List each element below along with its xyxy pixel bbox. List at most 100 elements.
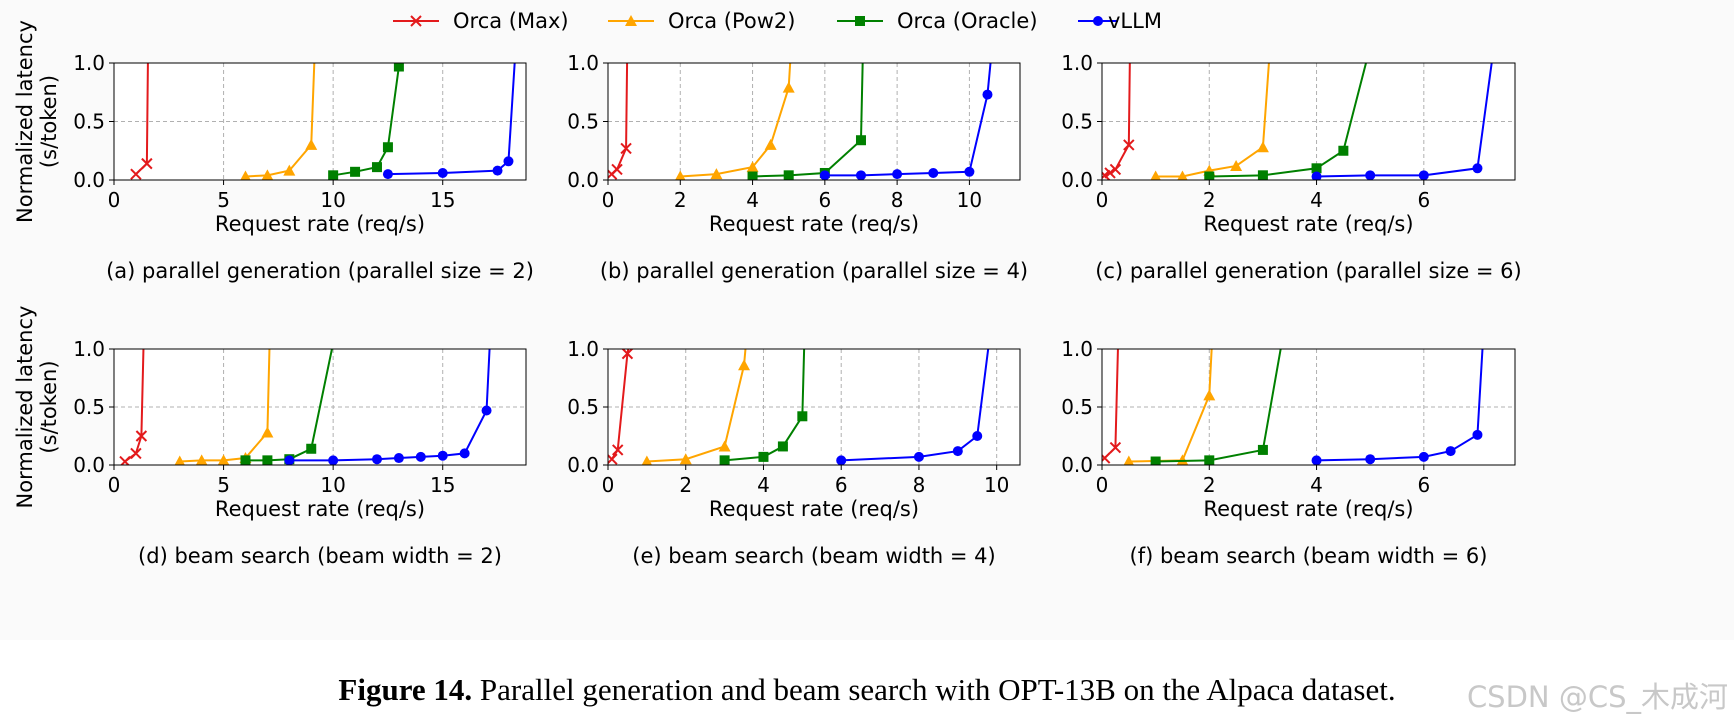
legend: Orca (Max) Orca (Pow2) Orca (Oracle) vLLM <box>393 9 1162 33</box>
plot-frame <box>113 348 527 466</box>
x-tick-label: 2 <box>1203 473 1216 497</box>
data-point <box>1311 163 1322 174</box>
data-point <box>782 81 795 93</box>
data-point <box>1418 170 1429 180</box>
data-point <box>174 455 185 465</box>
series-orca-max <box>608 349 634 465</box>
data-point <box>641 455 653 465</box>
series-orca-max <box>1102 63 1135 180</box>
data-point <box>855 135 866 146</box>
data-point <box>1204 171 1215 180</box>
subplot-caption: (b) parallel generation (parallel size =… <box>600 259 1028 283</box>
legend-item: Orca (Oracle) <box>837 9 1038 33</box>
y-tick-label: 1.0 <box>567 51 599 75</box>
series-orca-pow2 <box>641 349 751 465</box>
series-line <box>611 349 630 460</box>
subplot-caption: (a) parallel generation (parallel size =… <box>106 259 534 283</box>
x-tick-label: 8 <box>891 188 904 212</box>
data-point <box>481 405 492 416</box>
data-point <box>141 157 153 170</box>
y-tick-label: 1.0 <box>73 51 105 75</box>
x-tick-label: 4 <box>1310 473 1323 497</box>
series-orca-max <box>130 63 153 180</box>
legend-marker <box>410 15 422 27</box>
data-point <box>1257 444 1268 455</box>
y-tick-label: 0.5 <box>73 110 105 134</box>
data-point <box>1150 456 1161 465</box>
x-tick-label: 4 <box>757 473 770 497</box>
series-orca-pow2 <box>675 63 795 180</box>
y-tick-label: 0.5 <box>1061 395 1093 419</box>
data-point <box>1472 429 1483 440</box>
data-point <box>328 455 339 465</box>
series-orca-max <box>1102 349 1122 464</box>
x-axis-label: Request rate (req/s) <box>215 212 425 236</box>
data-point <box>382 142 393 153</box>
data-point <box>819 170 830 180</box>
data-point <box>1418 451 1429 462</box>
data-point <box>459 448 470 459</box>
data-point <box>1109 441 1122 454</box>
data-point <box>1445 446 1456 457</box>
data-point <box>130 168 142 180</box>
plot-frame <box>113 62 527 181</box>
y-tick-label: 0.0 <box>73 168 105 192</box>
y-tick-label: 0.0 <box>73 453 105 477</box>
x-tick-label: 2 <box>1203 188 1216 212</box>
data-point <box>371 162 382 173</box>
data-point <box>621 349 634 360</box>
series-vllm <box>1311 63 1493 180</box>
data-point <box>1256 141 1269 153</box>
x-axis-label: Request rate (req/s) <box>709 212 919 236</box>
legend-item: Orca (Pow2) <box>608 9 795 33</box>
y-tick-label: 0.0 <box>567 453 599 477</box>
y-axis-label: (s/token) <box>37 360 61 453</box>
data-point <box>758 451 769 462</box>
data-point <box>305 138 318 150</box>
x-tick-label: 15 <box>430 188 455 212</box>
data-point <box>1311 171 1322 180</box>
x-tick-label: 0 <box>602 473 615 497</box>
data-point <box>738 359 751 371</box>
series-orca-oracle <box>719 349 808 465</box>
series-line <box>179 349 271 463</box>
data-point <box>1204 455 1215 465</box>
data-point <box>719 455 730 465</box>
x-axis-label: Request rate (req/s) <box>709 497 919 521</box>
data-point <box>797 411 808 422</box>
data-point <box>130 447 142 460</box>
data-point <box>437 167 448 178</box>
x-tick-label: 6 <box>835 473 848 497</box>
legend-marker <box>625 15 637 26</box>
y-axis-label: (s/token) <box>37 75 61 168</box>
chart-panel: 0 5 10 15 0.0 0.5 1.0 Request rate (req/s) Norma… <box>13 20 534 283</box>
data-point <box>747 171 758 180</box>
data-point <box>217 454 230 465</box>
data-point <box>382 169 393 180</box>
chart-panels: 0 5 10 15 0.0 0.5 1.0 Request rate (req/s) Norma… <box>13 20 1522 568</box>
y-tick-label: 0.0 <box>1061 168 1093 192</box>
x-tick-label: 5 <box>217 473 230 497</box>
x-tick-label: 2 <box>679 473 692 497</box>
caption-text: Parallel generation and beam search with… <box>472 672 1396 707</box>
legend-label: vLLM <box>1108 9 1162 33</box>
legend-label: Orca (Max) <box>453 9 569 33</box>
data-point <box>764 138 777 150</box>
x-tick-label: 10 <box>320 188 345 212</box>
subplot-caption: (f) beam search (beam width = 6) <box>1130 544 1488 568</box>
data-point <box>283 164 296 176</box>
y-tick-label: 0.5 <box>1061 110 1093 134</box>
legend-label: Orca (Oracle) <box>897 9 1038 33</box>
x-axis-label: Request rate (req/s) <box>1203 212 1413 236</box>
data-point <box>240 455 251 465</box>
legend-marker <box>855 16 865 26</box>
chart-panel: 0 2 4 6 8 10 0.0 0.5 1.0 Request rate (req/s) (b) … <box>567 51 1028 283</box>
y-tick-label: 1.0 <box>1061 51 1093 75</box>
data-point <box>1176 454 1189 465</box>
plot-frame <box>1101 62 1516 181</box>
data-point <box>608 453 618 465</box>
data-point <box>612 444 624 456</box>
y-tick-label: 0.5 <box>73 395 105 419</box>
caption-label: Figure 14. <box>338 672 473 707</box>
y-tick-label: 1.0 <box>567 337 599 361</box>
